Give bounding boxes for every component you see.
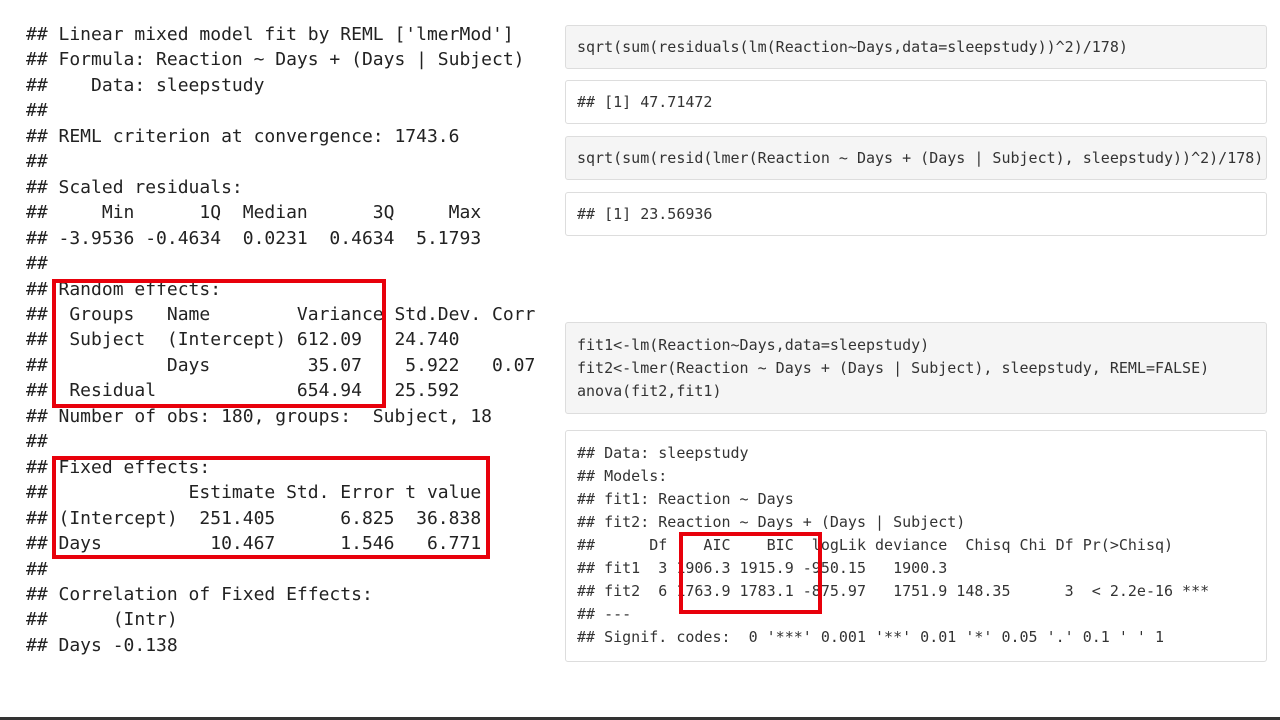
output-line: ## -3.9536 -0.4634 0.0231 0.4634 5.1793 xyxy=(26,227,492,249)
output-line: ## Groups Name Variance Std.Dev. Corr xyxy=(26,303,536,325)
output-line: ## (Intr) xyxy=(26,609,178,631)
code-line: fit1<-lm(Reaction~Days,data=sleepstudy) xyxy=(577,336,930,354)
output-block: ## [1] 47.71472 xyxy=(565,80,1267,124)
code-block: sqrt(sum(residuals(lm(Reaction~Days,data… xyxy=(565,25,1267,69)
output-line: ## Number of obs: 180, groups: Subject, … xyxy=(26,405,492,427)
code-line: anova(fit2,fit1) xyxy=(577,382,722,400)
left-output: ## Linear mixed model fit by REML ['lmer… xyxy=(26,22,535,658)
output-line: ## Random effects: xyxy=(26,278,222,300)
output-line: ## Linear mixed model fit by REML ['lmer… xyxy=(26,24,514,45)
output-block: ## [1] 23.56936 xyxy=(565,192,1267,236)
output-line: ## Formula: Reaction ~ Days + (Days | Su… xyxy=(26,49,525,71)
output-line: ## xyxy=(26,100,48,122)
output-line: ## Estimate Std. Error t value xyxy=(26,482,482,504)
code-block: fit1<-lm(Reaction~Days,data=sleepstudy) f… xyxy=(565,322,1267,414)
output-line: ## (Intercept) 251.405 6.825 36.838 xyxy=(26,507,482,529)
highlight-box xyxy=(52,456,490,559)
output-line: ## Signif. codes: 0 '***' 0.001 '**' 0.0… xyxy=(577,628,1164,646)
output-line: ## --- xyxy=(577,605,632,623)
output-line: ## Days 10.467 1.546 6.771 xyxy=(26,533,482,555)
output-line: ## Subject (Intercept) 612.09 24.740 xyxy=(26,329,536,351)
output-line: ## Days -0.138 xyxy=(26,634,178,656)
output-line: ## Correlation of Fixed Effects: xyxy=(26,583,373,605)
output-line: ## xyxy=(26,431,48,453)
output-line: ## REML criterion at convergence: 1743.6 xyxy=(26,125,460,147)
output-line: ## xyxy=(26,253,48,275)
output-line: ## Data: sleepstudy xyxy=(26,74,265,96)
output-line: ## Residual 654.94 25.592 xyxy=(26,380,536,402)
output-block: ## Data: sleepstudy ## Models: ## fit1: Re… xyxy=(565,430,1267,662)
code-line: sqrt(sum(resid(lmer(Reaction ~ Days + (D… xyxy=(577,149,1264,167)
output-line: ## fit1: Reaction ~ Days xyxy=(577,490,794,508)
output-line: ## fit1 3 1906.3 1915.9 -950.15 1900.3 xyxy=(577,559,1210,577)
output-line: ## fit2 6 1763.9 1783.1 -875.97 1751.9 1… xyxy=(577,582,1210,600)
output-line: ## xyxy=(26,151,48,173)
output-line: ## Data: sleepstudy xyxy=(577,444,749,462)
code-block: sqrt(sum(resid(lmer(Reaction ~ Days + (D… xyxy=(565,136,1267,180)
output-line: ## Min 1Q Median 3Q Max xyxy=(26,202,492,224)
output-line: ## xyxy=(26,558,48,580)
code-line: fit2<-lmer(Reaction ~ Days + (Days | Sub… xyxy=(577,359,1210,377)
output-line: ## [1] 23.56936 xyxy=(577,205,713,223)
highlight-box xyxy=(52,279,386,408)
output-line: ## Scaled residuals: xyxy=(26,176,254,198)
code-line: sqrt(sum(residuals(lm(Reaction~Days,data… xyxy=(577,38,1128,56)
output-line: ## Fixed effects: xyxy=(26,456,211,478)
output-line: ## fit2: Reaction ~ Days + (Days | Subje… xyxy=(577,513,966,531)
highlight-box xyxy=(679,532,822,614)
bottom-border xyxy=(0,717,1280,720)
output-line: ## Models: xyxy=(577,467,668,485)
output-line: ## Df AIC BIC logLik deviance Chisq Chi … xyxy=(577,536,1210,554)
output-line: ## Days 35.07 5.922 0.07 xyxy=(26,354,536,376)
output-line: ## [1] 47.71472 xyxy=(577,93,713,111)
